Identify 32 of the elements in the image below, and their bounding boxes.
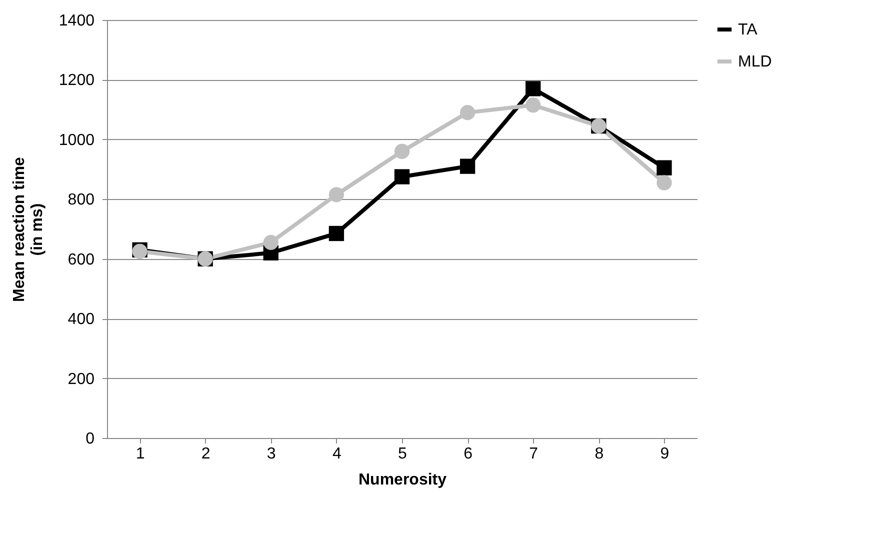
y-tick-label: 400: [68, 311, 95, 328]
point: [526, 98, 541, 113]
y-tick-label: 1000: [58, 132, 95, 149]
point: [394, 144, 410, 159]
x-tick-label: 1: [136, 446, 145, 462]
point: [328, 187, 344, 202]
point: [263, 234, 278, 250]
point: [394, 169, 410, 184]
x-tick-label: 9: [660, 446, 670, 462]
point: [460, 158, 476, 174]
y-tick-label: 200: [68, 370, 95, 388]
point: [656, 160, 672, 176]
point: [526, 81, 541, 96]
x-tick-label: 3: [266, 446, 276, 462]
point: [460, 104, 476, 120]
legend-label: MLD: [738, 54, 772, 70]
y-tick-label: 600: [68, 251, 95, 268]
y-tick-label: 1200: [58, 72, 95, 90]
x-tick-label: 4: [332, 446, 342, 462]
point: [328, 226, 344, 242]
point: [656, 175, 672, 190]
x-tick-label: 7: [529, 446, 538, 462]
legend-label: TA: [738, 22, 758, 38]
x-tick-label: 6: [464, 446, 473, 462]
x-tick-label: 8: [594, 446, 604, 462]
y-axis-title: Mean reaction time (in ms): [10, 156, 46, 302]
y-tick-label: 800: [68, 192, 95, 209]
x-axis-title: Numerosity: [358, 472, 447, 488]
y-tick-label: 0: [86, 430, 95, 448]
x-tick-label: 5: [398, 446, 408, 462]
x-tick-label: 2: [201, 446, 210, 462]
y-tick-label: 1400: [58, 12, 95, 30]
